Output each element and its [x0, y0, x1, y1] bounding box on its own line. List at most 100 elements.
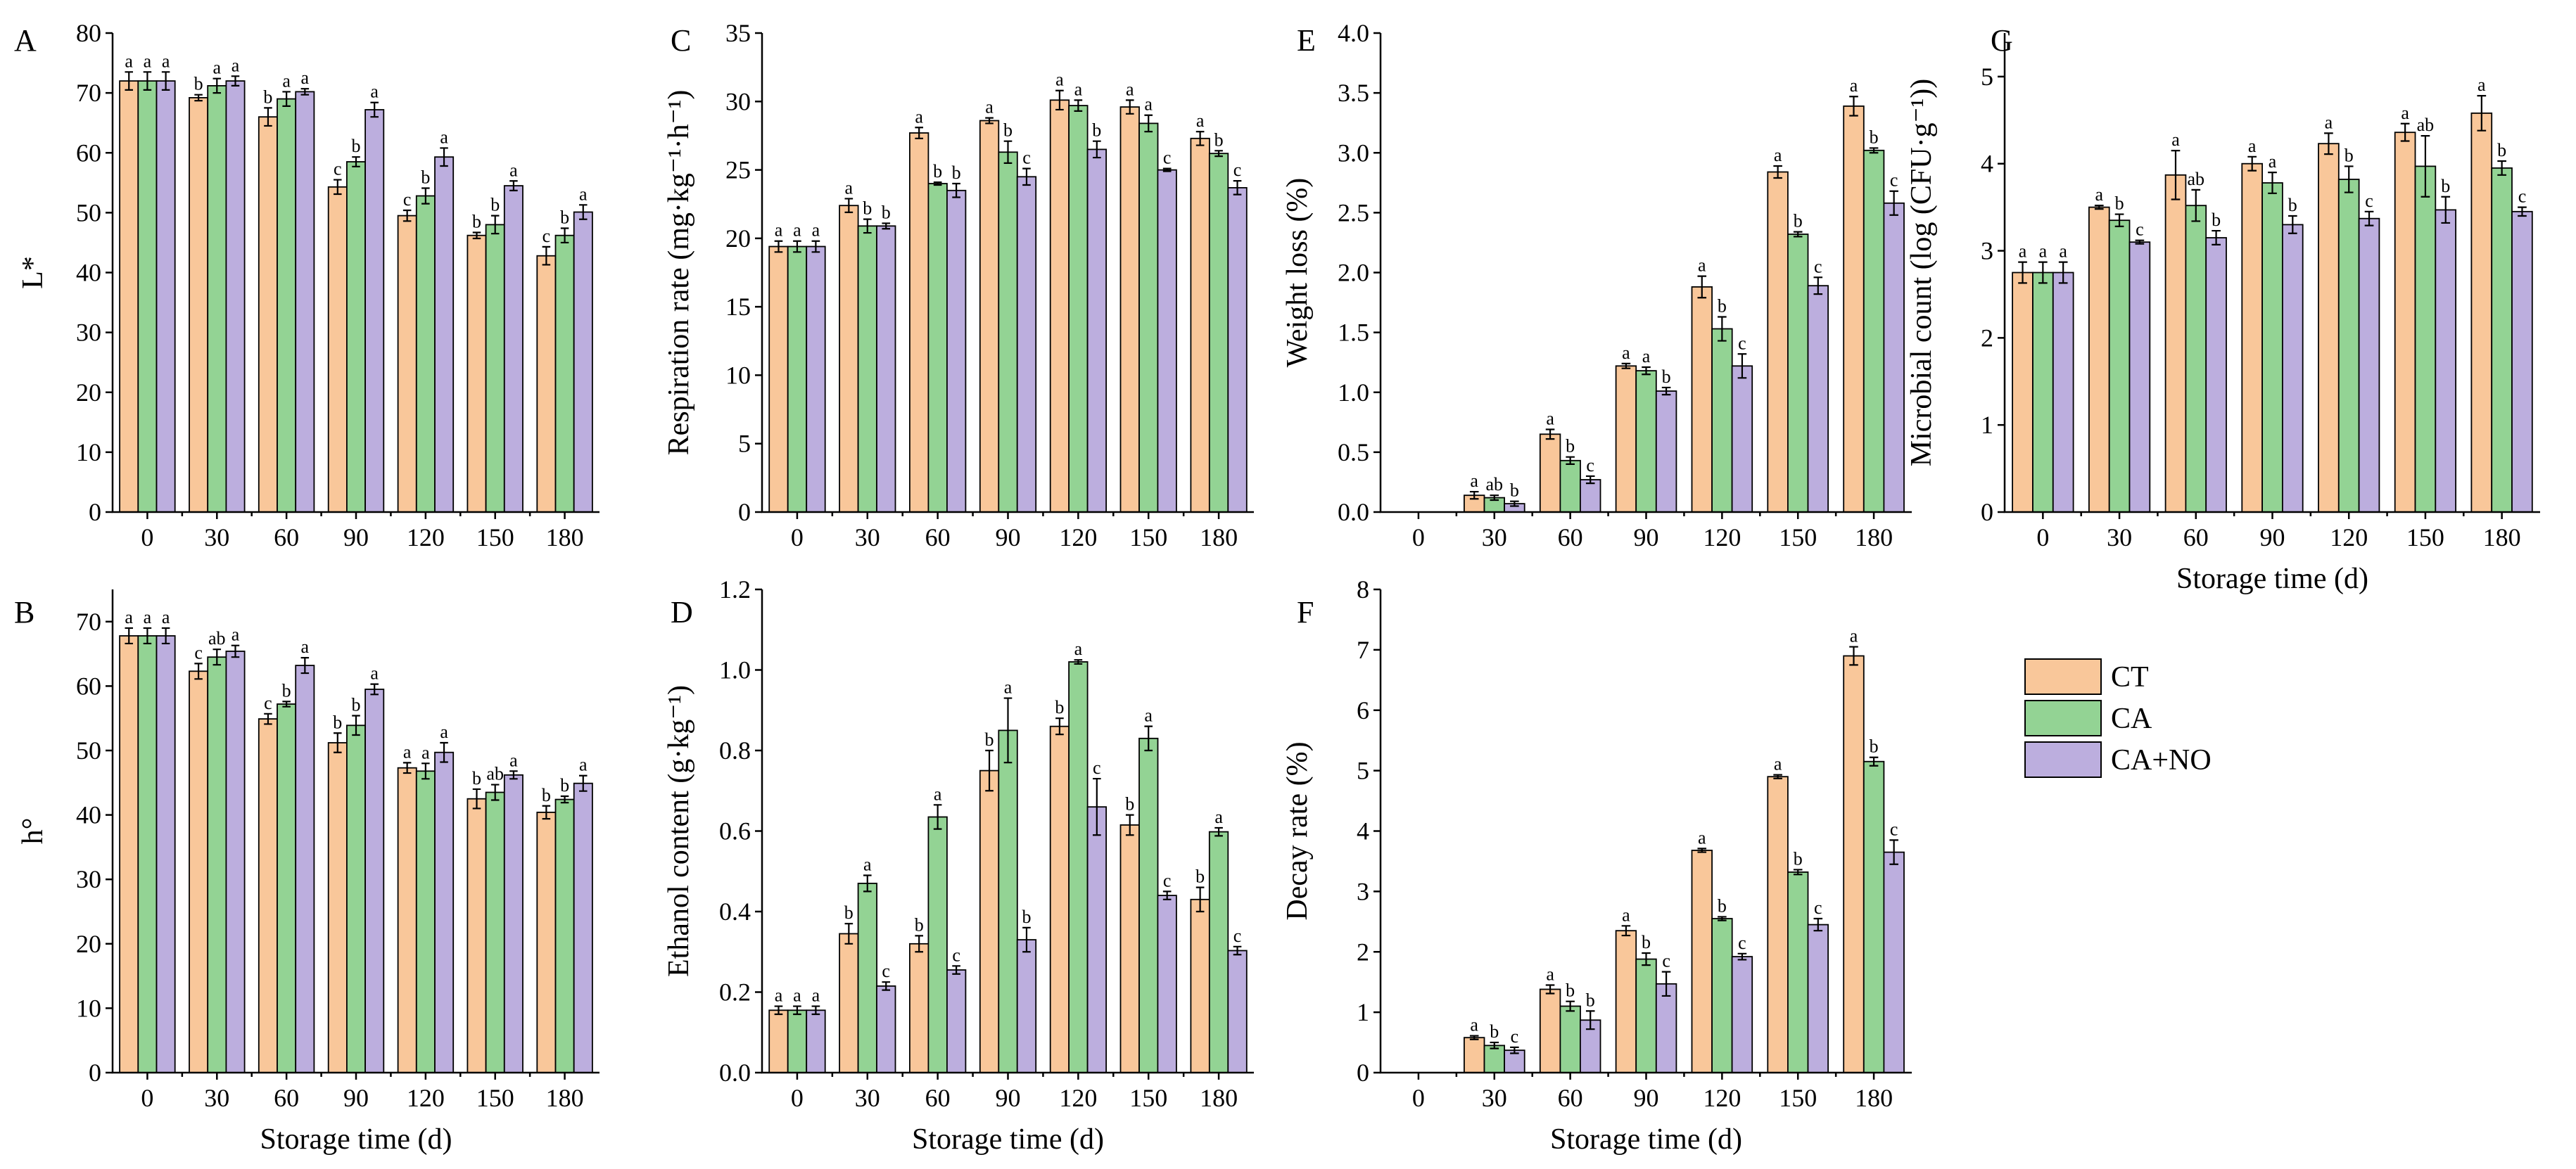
y-tick-label-b: 70: [76, 608, 101, 636]
error-bar-b-ca-120: [421, 762, 430, 780]
significance-letter-g-ca-no-0: a: [2059, 241, 2067, 262]
significance-letter-a-ca-no-0: a: [162, 51, 170, 71]
x-tick-label-e: 120: [1703, 523, 1741, 551]
error-bar-c-ct-150: [1125, 99, 1134, 115]
bar-a-ca-no-90: [364, 109, 385, 513]
error-bar-a-ct-180: [542, 245, 551, 266]
bar-g-ca-60: [2185, 205, 2207, 513]
error-bar-f-ca-no-60: [1585, 1010, 1595, 1030]
x-tick-label-e: 180: [1855, 523, 1893, 551]
error-bar-f-ct-150: [1773, 774, 1782, 779]
y-tick-label-c: 10: [725, 361, 751, 389]
y-tick-label-c: 0: [738, 498, 751, 526]
y-tick-label-b: 30: [76, 865, 101, 893]
bar-a-ca-90: [345, 161, 366, 513]
bar-f-ct-30: [1463, 1037, 1485, 1073]
bar-f-ca-no-150: [1807, 924, 1829, 1073]
significance-letter-g-ca-no-60: b: [2212, 210, 2221, 230]
x-tick-label-g: 60: [2183, 523, 2209, 551]
x-tick-label-b: 90: [343, 1084, 369, 1112]
x-tick-label-e: 30: [1482, 523, 1507, 551]
error-bar-e-ca-no-30: [1510, 500, 1519, 507]
y-tick-label-e: 4.0: [1338, 19, 1369, 47]
significance-letter-b-ct-150: b: [472, 768, 481, 788]
y-tick-label-g: 1: [1981, 411, 1993, 439]
error-bar-b-ca-150: [490, 784, 500, 801]
x-tick-label-e: 90: [1634, 523, 1659, 551]
significance-letter-e-ca-120: b: [1718, 296, 1727, 317]
y-tick-label-b: 60: [76, 672, 101, 700]
error-bar-c-ca-no-180: [1233, 180, 1242, 196]
significance-letter-d-ct-120: b: [1055, 697, 1064, 717]
significance-letter-f-ca-90: b: [1642, 932, 1651, 952]
y-tick-label-f: 5: [1357, 757, 1369, 785]
x-tick-label-d: 150: [1129, 1084, 1167, 1112]
bar-e-ct-60: [1539, 433, 1561, 513]
significance-letter-c-ct-90: a: [985, 97, 994, 117]
significance-letter-f-ca-no-180: c: [1890, 819, 1898, 839]
bar-c-ct-180: [1190, 137, 1210, 513]
significance-letter-e-ca-180: b: [1870, 127, 1879, 147]
panel-letter-e: E: [1297, 23, 1316, 58]
error-bar-d-ca-0: [793, 1005, 801, 1016]
significance-letter-a-ca-180: b: [560, 207, 569, 228]
error-bar-a-ca-120: [421, 187, 430, 205]
y-tick-label-e: 3.5: [1338, 79, 1369, 107]
bar-d-ca-no-180: [1227, 950, 1248, 1073]
error-bar-b-ca-0: [143, 627, 152, 645]
bar-b-ca-60: [277, 703, 297, 1073]
significance-letter-d-ca-no-60: c: [952, 945, 960, 965]
error-bar-a-ca-180: [560, 227, 569, 244]
significance-letter-f-ca-30: b: [1490, 1021, 1499, 1042]
error-bar-c-ca-no-30: [882, 222, 891, 230]
bar-g-ca-no-150: [2435, 209, 2457, 513]
error-bar-g-ca-30: [2114, 213, 2124, 227]
x-tick-label-a: 180: [546, 523, 584, 551]
error-bar-d-ct-180: [1195, 886, 1205, 913]
error-bar-a-ca-30: [212, 77, 222, 94]
bar-g-ca-30: [2108, 219, 2131, 513]
error-bar-c-ca-30: [863, 218, 872, 234]
significance-letter-c-ca-no-60: b: [952, 162, 961, 183]
x-tick-label-b: 150: [476, 1084, 514, 1112]
bar-f-ca-60: [1559, 1005, 1581, 1073]
x-tick-label-f: 180: [1855, 1084, 1893, 1112]
significance-letter-g-ct-30: a: [2095, 184, 2104, 205]
error-bar-e-ca-60: [1566, 456, 1575, 465]
bar-c-ca-180: [1208, 153, 1229, 513]
error-bar-d-ca-no-30: [882, 981, 891, 991]
bar-a-ca-120: [415, 195, 436, 513]
x-tick-label-e: 0: [1412, 523, 1425, 551]
significance-letter-a-ct-60: b: [263, 87, 272, 107]
significance-letter-e-ca-no-120: c: [1738, 333, 1746, 353]
error-bar-d-ca-no-150: [1162, 890, 1172, 900]
y-tick-label-f: 6: [1357, 696, 1369, 724]
y-tick-label-b: 20: [76, 930, 101, 958]
bar-e-ca-no-120: [1731, 365, 1753, 513]
error-bar-g-ct-120: [2324, 132, 2333, 155]
significance-letter-b-ca-no-0: a: [162, 607, 170, 627]
error-bar-g-ca-no-60: [2212, 229, 2221, 245]
x-tick-label-c: 0: [791, 523, 804, 551]
error-bar-c-ca-120: [1074, 99, 1083, 113]
significance-letter-g-ca-no-150: b: [2441, 176, 2450, 196]
error-bar-b-ct-30: [194, 663, 203, 680]
significance-letter-c-ca-no-30: b: [882, 203, 891, 223]
error-bar-e-ca-no-180: [1889, 190, 1898, 216]
panel-letter-a: A: [14, 23, 37, 58]
error-bar-a-ca-60: [282, 91, 291, 107]
error-bar-e-ca-no-150: [1813, 276, 1823, 295]
error-bar-d-ct-30: [844, 923, 854, 945]
error-bar-g-ca-180: [2497, 160, 2506, 176]
bar-e-ca-no-180: [1883, 202, 1905, 513]
bar-b-ca-no-180: [573, 782, 593, 1073]
bar-b-ca-180: [554, 798, 575, 1073]
bar-f-ca-180: [1863, 760, 1885, 1073]
bar-g-ca-90: [2261, 182, 2283, 513]
significance-letter-c-ca-no-150: c: [1163, 148, 1172, 168]
error-bar-b-ct-60: [264, 713, 272, 725]
bar-c-ct-0: [768, 245, 789, 513]
error-bar-g-ct-60: [2171, 150, 2181, 200]
